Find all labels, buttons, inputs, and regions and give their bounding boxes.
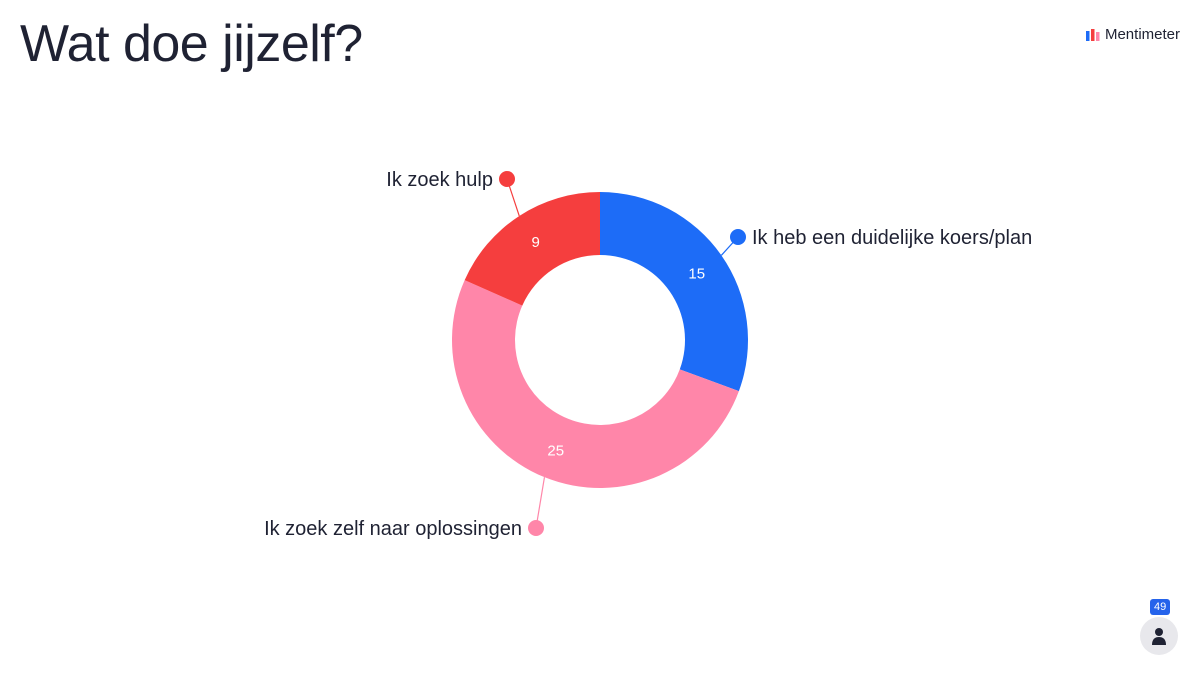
mentimeter-logo-icon <box>1085 28 1100 41</box>
legend-dot-ik-zoek-zelf-naar-oplossingen <box>528 520 544 536</box>
donut-slice-ik-zoek-hulp <box>464 192 600 306</box>
participants-indicator[interactable]: 49 <box>1140 599 1180 655</box>
brand-name: Mentimeter <box>1104 26 1180 43</box>
person-icon <box>1140 617 1178 655</box>
value-label-ik-heb-een-duidelijke-koers-plan: 15 <box>688 265 705 282</box>
category-label-ik-heb-een-duidelijke-koers-plan: Ik heb een duidelijke koers/plan <box>752 227 1032 249</box>
legend-dot-ik-zoek-hulp <box>499 171 515 187</box>
participant-count-badge: 49 <box>1150 599 1171 615</box>
donut-slice-ik-zoek-zelf-naar-oplossingen <box>452 280 739 488</box>
legend-dot-ik-heb-een-duidelijke-koers-plan <box>730 229 746 245</box>
value-label-ik-zoek-hulp: 9 <box>531 234 539 251</box>
page-title: Wat doe jijzelf? <box>20 15 363 73</box>
category-label-ik-zoek-hulp: Ik zoek hulp <box>386 169 493 191</box>
donut-slice-ik-heb-een-duidelijke-koers-plan <box>600 192 749 392</box>
value-label-ik-zoek-zelf-naar-oplossingen: 25 <box>547 442 564 459</box>
brand-logo: Mentimeter <box>1085 26 1180 43</box>
leader-line-ik-zoek-zelf-naar-oplossingen <box>535 477 546 529</box>
category-label-ik-zoek-zelf-naar-oplossingen: Ik zoek zelf naar oplossingen <box>264 518 522 540</box>
